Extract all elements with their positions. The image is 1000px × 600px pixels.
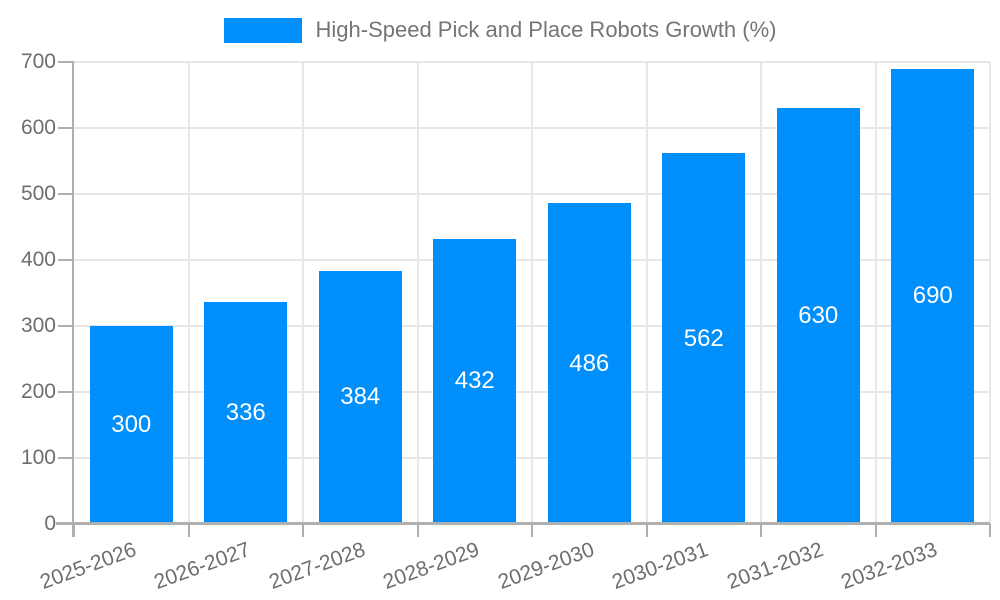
x-axis-tick bbox=[760, 524, 762, 537]
y-axis-tick bbox=[58, 391, 74, 393]
y-axis-tick bbox=[58, 127, 74, 129]
x-axis-tick bbox=[531, 524, 533, 537]
y-axis-line bbox=[72, 62, 74, 537]
x-axis-label: 2029-2030 bbox=[494, 538, 598, 594]
bar[interactable]: 384 bbox=[318, 270, 402, 524]
x-axis-tick bbox=[302, 524, 304, 537]
bar[interactable]: 432 bbox=[433, 238, 517, 524]
bar-value-label: 336 bbox=[225, 399, 266, 427]
x-axis-label: 2032-2033 bbox=[838, 538, 941, 594]
y-axis-tick bbox=[58, 523, 74, 525]
x-axis-tick bbox=[989, 524, 991, 537]
x-axis-tick bbox=[416, 524, 419, 537]
bar[interactable]: 562 bbox=[662, 153, 746, 524]
gridline-vertical bbox=[416, 62, 419, 524]
bar-value-label: 630 bbox=[798, 302, 839, 330]
x-axis-label: 2031-2032 bbox=[723, 538, 827, 594]
bar-value-label: 562 bbox=[683, 324, 724, 352]
y-axis-label: 700 bbox=[20, 50, 56, 73]
y-axis-label: 300 bbox=[20, 314, 56, 337]
legend-swatch-icon bbox=[223, 17, 302, 43]
y-axis-tick bbox=[58, 61, 74, 63]
y-axis-label: 200 bbox=[20, 380, 56, 403]
x-axis-label: 2028-2029 bbox=[380, 538, 483, 594]
bar-value-label: 300 bbox=[111, 411, 152, 438]
bar-value-label: 432 bbox=[454, 367, 495, 395]
y-axis-tick bbox=[58, 259, 74, 261]
y-axis-label: 100 bbox=[20, 446, 56, 469]
bar[interactable]: 300 bbox=[89, 326, 173, 524]
x-axis-tick bbox=[874, 524, 877, 537]
gridline-vertical bbox=[760, 62, 762, 524]
y-axis-tick bbox=[58, 325, 74, 327]
bar-value-label: 384 bbox=[340, 383, 381, 411]
x-axis-line bbox=[56, 522, 990, 525]
x-axis-tick bbox=[645, 524, 648, 537]
y-axis-tick bbox=[58, 193, 74, 195]
gridline-vertical bbox=[989, 62, 991, 524]
gridline-vertical bbox=[645, 62, 648, 524]
x-axis-tick bbox=[187, 524, 190, 537]
bar-value-label: 690 bbox=[912, 282, 953, 310]
bar[interactable]: 486 bbox=[547, 203, 631, 524]
x-axis-tick bbox=[73, 524, 75, 537]
bar[interactable]: 690 bbox=[891, 68, 975, 524]
y-axis-label: 500 bbox=[20, 182, 56, 205]
x-axis-label: 2030-2031 bbox=[609, 538, 712, 594]
gridline-vertical bbox=[187, 62, 190, 524]
gridline-vertical bbox=[874, 62, 877, 524]
y-axis-label: 0 bbox=[44, 512, 56, 535]
bar[interactable]: 630 bbox=[776, 108, 860, 524]
gridline-vertical bbox=[302, 62, 304, 524]
gridline-vertical bbox=[531, 62, 533, 524]
x-axis-label: 2026-2027 bbox=[151, 538, 254, 594]
legend-item[interactable]: High-Speed Pick and Place Robots Growth … bbox=[223, 17, 777, 43]
x-axis-label: 2027-2028 bbox=[265, 538, 369, 594]
y-axis-tick bbox=[58, 457, 74, 459]
x-axis-label: 2025-2026 bbox=[36, 538, 140, 594]
bar[interactable]: 336 bbox=[204, 302, 288, 524]
y-axis-label: 400 bbox=[20, 248, 56, 271]
legend-label: High-Speed Pick and Place Robots Growth … bbox=[315, 17, 777, 42]
chart-legend: High-Speed Pick and Place Robots Growth … bbox=[0, 17, 1000, 43]
y-axis-label: 600 bbox=[20, 116, 56, 139]
plot-area: 300 336 384 432 486 562 630 690 bbox=[74, 61, 991, 524]
bar-value-label: 486 bbox=[569, 349, 610, 377]
